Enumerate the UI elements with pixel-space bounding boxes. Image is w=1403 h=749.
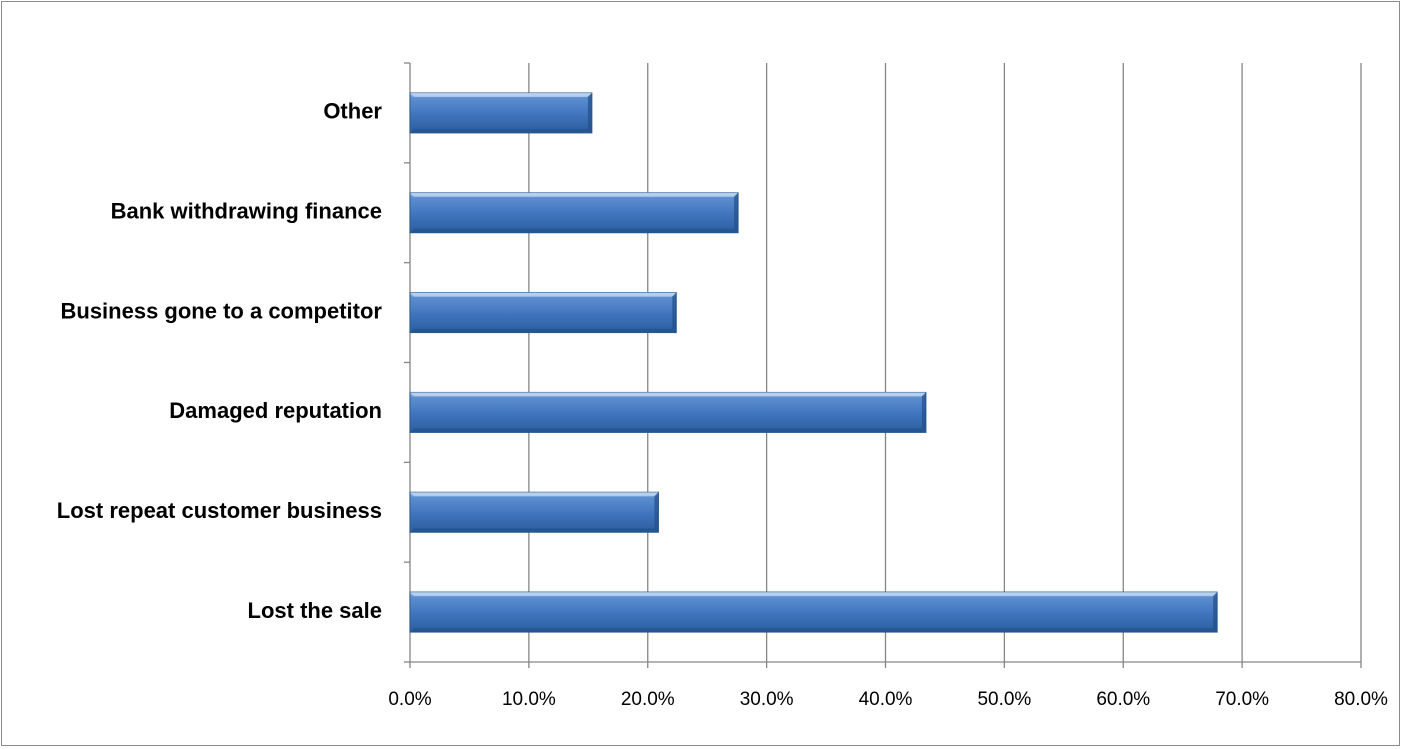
bar-bevel-top xyxy=(410,192,739,197)
x-tick-label: 80.0% xyxy=(1334,689,1388,710)
x-tick-label: 40.0% xyxy=(859,689,913,710)
bar-bevel-bottom xyxy=(410,328,677,333)
bar-bevel-top xyxy=(410,492,659,497)
category-label: Lost the sale xyxy=(248,598,382,623)
bar xyxy=(409,391,927,433)
bar-bevel-end xyxy=(1213,592,1218,633)
x-tick-label: 10.0% xyxy=(502,689,556,710)
bar-bevel-bottom xyxy=(410,628,1218,633)
category-label: Bank withdrawing finance xyxy=(111,199,382,224)
bar-bevel-top xyxy=(410,292,677,297)
category-label: Damaged reputation xyxy=(169,398,382,423)
category-label: Lost repeat customer business xyxy=(57,498,382,523)
bar xyxy=(409,491,659,533)
x-tick-label: 20.0% xyxy=(621,689,675,710)
bar-body xyxy=(409,192,739,234)
bar-bevel-bottom xyxy=(410,528,659,533)
bar xyxy=(409,292,677,334)
bar-bevel-bottom xyxy=(410,128,592,133)
x-tick-labels: 0.0% 10.0% 20.0% 30.0% 40.0% 50.0% 60.0% 70.0% 8… xyxy=(388,689,1388,710)
x-tick-label: 70.0% xyxy=(1215,689,1269,710)
bar-bevel-top xyxy=(410,392,926,397)
category-label: Business gone to a competitor xyxy=(61,298,383,323)
bar xyxy=(409,192,739,234)
bars xyxy=(409,92,1218,633)
category-labels: Lost the sale Lost repeat customer busine… xyxy=(57,99,383,623)
x-tick-label: 50.0% xyxy=(977,689,1031,710)
x-tick-label: 60.0% xyxy=(1096,689,1150,710)
bar-body xyxy=(409,491,659,533)
x-tick-label: 30.0% xyxy=(740,689,794,710)
bar xyxy=(409,92,593,134)
bar-bevel-end xyxy=(734,192,739,233)
bar-bevel-bottom xyxy=(410,228,739,233)
bar-body xyxy=(409,292,677,334)
x-tick-label: 0.0% xyxy=(388,689,431,710)
gridlines xyxy=(528,63,1362,662)
bar-bevel-end xyxy=(672,292,677,333)
bar-bevel-end xyxy=(921,392,926,433)
category-label: Other xyxy=(323,99,382,124)
bar-bevel-end xyxy=(654,492,659,533)
bar-bevel-top xyxy=(410,92,592,97)
bar-bevel-top xyxy=(410,592,1218,597)
bar-body xyxy=(409,92,593,134)
bar-body xyxy=(409,391,927,433)
bar-bevel-bottom xyxy=(410,428,926,433)
bar xyxy=(409,591,1218,633)
axes xyxy=(404,62,1362,668)
bar-body xyxy=(409,591,1218,633)
bar-bevel-end xyxy=(587,92,592,133)
